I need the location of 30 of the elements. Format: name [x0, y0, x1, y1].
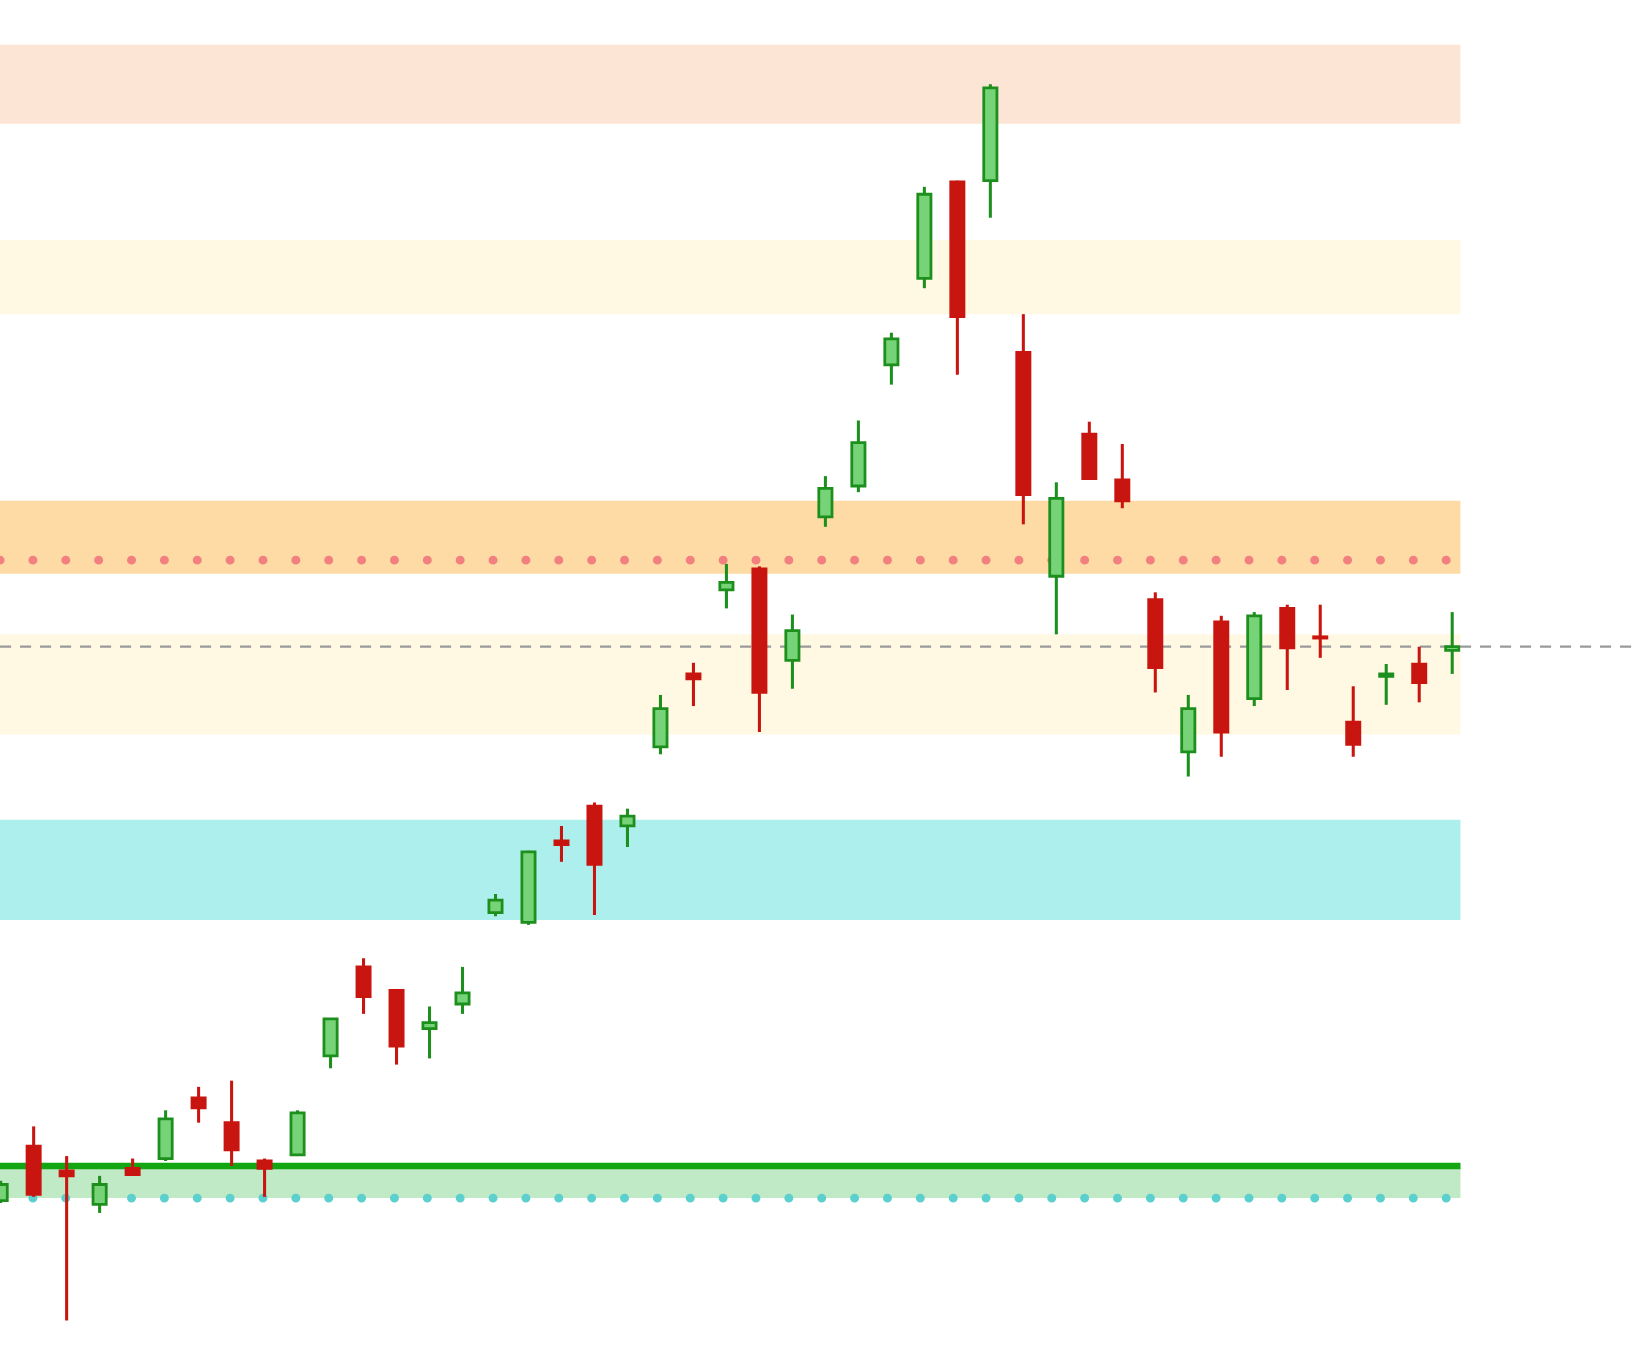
candlestick — [454, 965, 471, 1016]
candlestick — [190, 1085, 207, 1125]
candlestick — [652, 693, 669, 756]
candlestick — [1180, 693, 1197, 779]
candlestick — [421, 1004, 438, 1060]
candlestick — [256, 1157, 273, 1199]
candlestick — [355, 956, 372, 1016]
candlestick — [322, 1017, 339, 1070]
candlestick — [619, 807, 636, 849]
candlestick — [223, 1079, 240, 1168]
candlestick — [1081, 420, 1098, 482]
candlestick — [1345, 684, 1362, 759]
candlestick — [1312, 603, 1329, 660]
candlestick — [1444, 610, 1461, 676]
candlestick — [553, 824, 570, 864]
candlestick — [487, 892, 504, 918]
candlestick — [157, 1108, 174, 1163]
candlestick — [1411, 645, 1428, 704]
candlestick — [58, 1154, 75, 1323]
candlestick — [817, 474, 834, 529]
candlestick — [784, 613, 801, 691]
candlestick — [1378, 662, 1395, 707]
candlestick — [1279, 603, 1296, 692]
candlestick — [718, 562, 735, 610]
candlestick — [685, 661, 702, 708]
candlestick — [1114, 442, 1131, 510]
candlestick — [91, 1174, 108, 1215]
candlestick — [289, 1108, 306, 1158]
candlestick — [850, 418, 867, 494]
candlestick — [883, 331, 900, 387]
